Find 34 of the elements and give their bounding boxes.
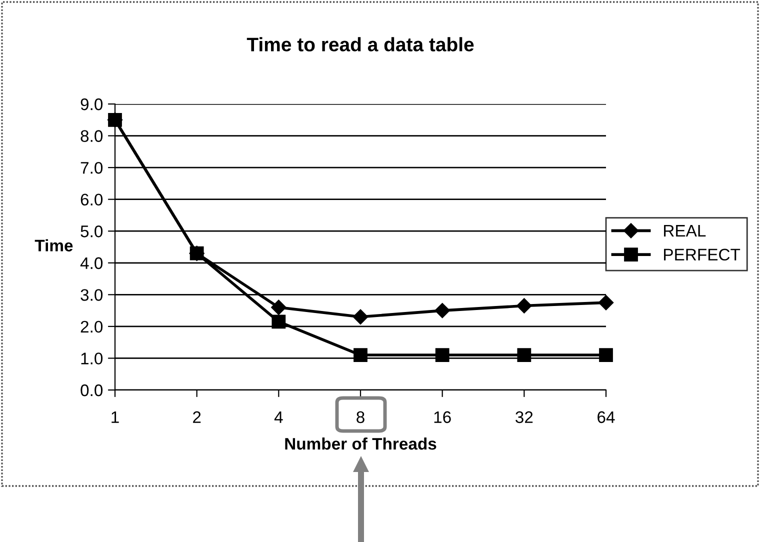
x-tick-label: 64 xyxy=(598,411,615,424)
point xyxy=(352,309,368,324)
point xyxy=(435,348,450,362)
y-axis-title: Time xyxy=(34,239,73,252)
x-tick-label: 4 xyxy=(274,411,283,423)
point xyxy=(354,348,368,362)
y-tick-label: 0.0 xyxy=(80,384,103,396)
point xyxy=(599,348,613,362)
point xyxy=(517,348,532,362)
point xyxy=(271,300,286,315)
x-tick-label: 1 xyxy=(112,411,119,423)
y-tick-label: 7.0 xyxy=(80,162,103,174)
y-tick-label: 3.0 xyxy=(80,289,103,301)
point xyxy=(434,302,450,318)
x-axis-title: Number of Threads xyxy=(285,437,436,450)
point xyxy=(108,112,122,127)
x-tick-label: 32 xyxy=(516,411,533,424)
x-tick-label: 2 xyxy=(193,411,201,423)
chart-title: Time to read a data table xyxy=(246,37,474,52)
y-tick-label: 1.0 xyxy=(81,352,103,364)
y-tick-label: 2.0 xyxy=(80,320,103,333)
y-tick-label: 4.0 xyxy=(80,257,103,270)
legend-label: REAL xyxy=(664,225,706,237)
x-tick-label: 8 xyxy=(356,411,364,424)
y-tick-label: 6.0 xyxy=(80,194,103,206)
y-tick-label: 8.0 xyxy=(80,130,103,142)
legend-label: PERFECT xyxy=(664,248,740,261)
point xyxy=(598,295,614,310)
point xyxy=(516,298,532,314)
y-tick-label: 5.0 xyxy=(80,226,103,238)
point xyxy=(190,246,204,260)
y-tick-label: 9.0 xyxy=(80,98,103,110)
point xyxy=(272,314,286,329)
x-tick-label: 16 xyxy=(434,411,451,424)
